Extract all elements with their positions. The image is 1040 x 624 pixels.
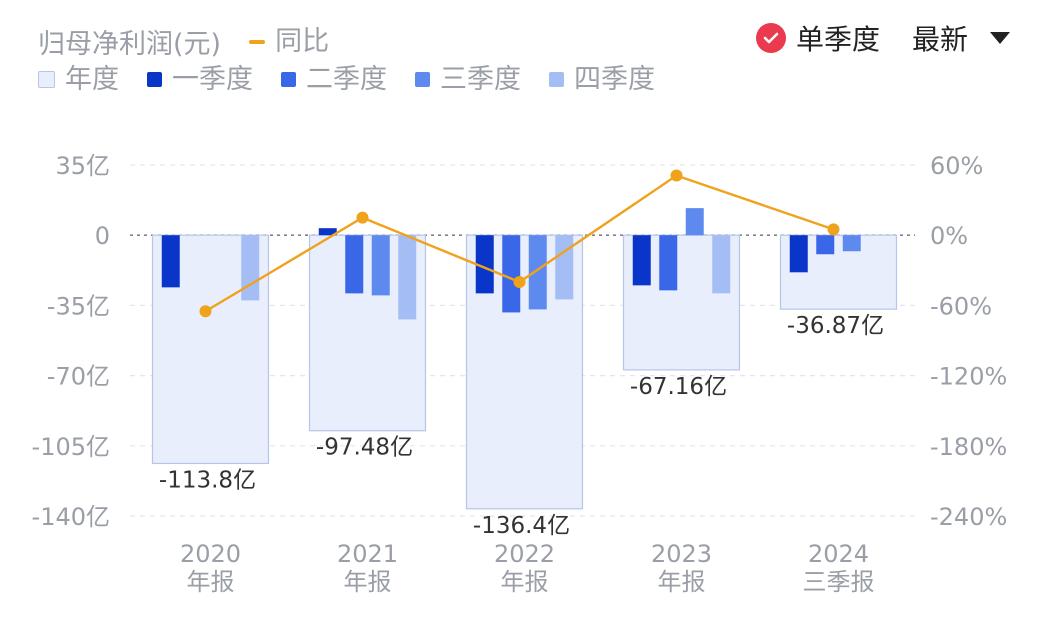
x-tick-year: 2023: [651, 540, 712, 568]
legend-row: 年度 一季度 二季度 三季度 四季度: [38, 66, 683, 93]
y-tick-right: 0%: [930, 222, 968, 250]
quarter-bar: [555, 235, 574, 300]
legend-swatch: [549, 72, 564, 87]
y-tick-left: -105亿: [32, 433, 110, 461]
x-tick-year: 2021: [337, 540, 398, 568]
legend-item-3[interactable]: 三季度: [415, 66, 521, 93]
legend-label: 三季度: [440, 64, 521, 95]
legend-yoy[interactable]: 同比: [249, 28, 329, 55]
latest-dropdown[interactable]: 最新: [912, 18, 1010, 58]
legend-item-1[interactable]: 一季度: [147, 66, 253, 93]
quarter-bar: [161, 235, 180, 288]
quarter-bar: [632, 235, 651, 286]
quarter-bar: [712, 235, 731, 294]
x-tick-period: 年报: [501, 568, 549, 596]
latest-label: 最新: [911, 23, 968, 56]
yoy-point: [199, 305, 212, 318]
legend-swatch: [38, 71, 55, 88]
y-tick-right: -180%: [930, 433, 1007, 461]
legend-item-0[interactable]: 年度: [38, 66, 119, 93]
legend-item-4[interactable]: 四季度: [549, 66, 655, 93]
y-tick-right: -240%: [930, 503, 1007, 531]
x-tick-year: 2022: [494, 540, 555, 568]
quarter-bar: [475, 235, 494, 294]
yoy-label: 同比: [275, 26, 330, 57]
legend-label: 年度: [65, 64, 119, 95]
x-tick-year: 2024: [808, 540, 869, 568]
quarter-bar: [398, 235, 417, 320]
quarter-bar: [528, 235, 547, 310]
yoy-swatch: [249, 39, 266, 44]
series-title: 归母净利润(元): [38, 29, 222, 60]
y-tick-right: -120%: [930, 363, 1007, 391]
quarter-bar: [318, 228, 337, 236]
quarter-bar: [345, 235, 364, 294]
yoy-point: [670, 169, 683, 182]
legend-item-2[interactable]: 二季度: [281, 66, 387, 93]
x-tick-period: 三季报: [803, 568, 875, 596]
legend-swatch: [147, 72, 162, 87]
y-tick-right: -60%: [930, 292, 992, 320]
legend-swatch: [415, 72, 430, 87]
yoy-point: [827, 223, 840, 236]
annual-value-label: -136.4亿: [473, 513, 570, 539]
annual-value-label: -97.48亿: [316, 435, 413, 461]
quarter-bar: [371, 235, 390, 296]
caret-down-icon: [990, 32, 1010, 44]
annual-value-label: -113.8亿: [159, 467, 256, 493]
controls: 单季度 最新: [755, 18, 1010, 58]
y-tick-left: -70亿: [47, 363, 110, 391]
y-tick-left: 0: [95, 222, 110, 250]
x-tick-year: 2020: [180, 540, 241, 568]
yoy-point: [356, 211, 369, 224]
x-tick-period: 年报: [344, 568, 392, 596]
x-tick-period: 年报: [658, 568, 706, 596]
checkmark-icon: [763, 32, 779, 44]
y-tick-left: 35亿: [55, 152, 110, 180]
annual-value-label: -36.87亿: [787, 313, 884, 339]
legend-label: 二季度: [306, 64, 387, 95]
legend-swatch: [281, 72, 296, 87]
y-tick-right: 60%: [930, 152, 983, 180]
quarter-bar: [659, 235, 678, 291]
quarter-bar: [502, 235, 521, 313]
quarter-bar: [842, 235, 861, 252]
quarter-bar: [685, 208, 704, 236]
quarter-bar: [816, 235, 835, 255]
single-quarter-toggle[interactable]: 单季度: [795, 23, 880, 56]
quarter-bar: [789, 235, 808, 273]
legend-label: 四季度: [574, 64, 655, 95]
legend-title-row: 归母净利润(元) 同比: [38, 22, 357, 61]
y-tick-left: -35亿: [47, 292, 110, 320]
yoy-point: [513, 276, 526, 288]
x-tick-period: 年报: [187, 568, 235, 596]
y-tick-left: -140亿: [32, 503, 110, 531]
annual-value-label: -67.16亿: [630, 374, 727, 400]
legend-label: 一季度: [172, 64, 253, 95]
quarter-bar: [241, 235, 260, 301]
check-icon[interactable]: [755, 23, 786, 53]
